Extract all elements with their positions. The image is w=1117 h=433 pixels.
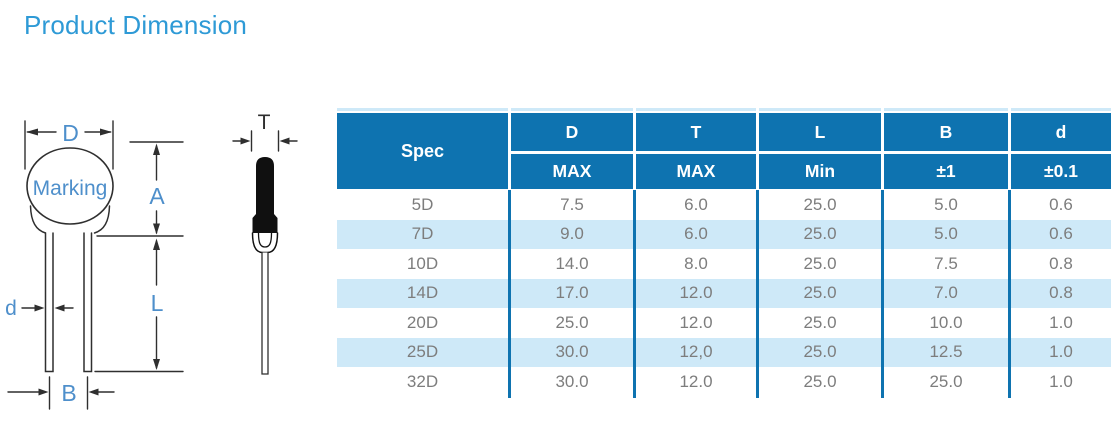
- lead-left: [44, 232, 54, 373]
- arrowhead-right-icon: [240, 137, 251, 145]
- arrowhead-right-icon: [34, 304, 45, 312]
- spec-cell: 10D: [406, 253, 439, 273]
- marking-label: Marking: [33, 177, 108, 200]
- b-dimension-label: B: [61, 380, 76, 406]
- spec-cell: 32D: [406, 371, 439, 391]
- table-row: 5D 7.5 6.0 25.0 5.0 0.6: [337, 190, 1111, 220]
- dimension-B: [7, 376, 115, 410]
- t-dimension-label: T: [258, 111, 271, 134]
- spec-cell: 7D: [411, 224, 434, 244]
- table-row: 10D 14.0 8.0 25.0 7.5 0.8: [337, 249, 1111, 279]
- column-divider: [756, 190, 759, 398]
- arrowhead-right-icon: [100, 128, 112, 136]
- header-sub-L: Min: [759, 154, 881, 189]
- spec-cell: 14D: [406, 283, 439, 303]
- spec-table: Spec D T L B d MAX MAX Min ±1 ±0.1 5D 7.…: [337, 108, 1111, 398]
- arrowhead-up-icon: [153, 143, 160, 155]
- arrowhead-left-icon: [26, 128, 38, 136]
- header-col-D: D: [511, 113, 633, 151]
- header-col-L: L: [759, 113, 881, 151]
- header-spec: Spec: [337, 113, 508, 189]
- lead-bend-inner: [257, 232, 273, 248]
- arrowhead-down-icon: [153, 359, 160, 370]
- header-col-d: d: [1011, 113, 1111, 151]
- lead-side: [261, 251, 269, 375]
- table-header: Spec D T L B d MAX MAX Min ±1 ±0.1: [337, 113, 1111, 189]
- front-view-diagram: Marking D A L d: [5, 120, 184, 410]
- component-side-body: [252, 157, 278, 233]
- column-divider: [508, 190, 511, 398]
- page-title: Product Dimension: [24, 10, 248, 40]
- header-sub-d: ±0.1: [1011, 154, 1111, 189]
- arrowhead-up-icon: [153, 238, 160, 250]
- table-row: 7D 9.0 6.0 25.0 5.0 0.6: [337, 219, 1111, 249]
- lead-d-dimension-label: d: [5, 297, 17, 320]
- table-row: 20D 25.0 12.0 25.0 10.0 1.0: [337, 308, 1111, 338]
- header-sub-T: MAX: [636, 154, 756, 189]
- header-col-B: B: [884, 113, 1008, 151]
- disc-body-outline: [26, 147, 114, 225]
- l-dimension-label: L: [151, 290, 164, 316]
- table-top-strip: [337, 108, 1111, 111]
- a-dimension-label: A: [149, 183, 165, 209]
- table-row: 32D 30.0 12.0 25.0 25.0 1.0: [337, 367, 1111, 397]
- lead-bend-outer: [251, 232, 279, 254]
- header-col-T: T: [636, 113, 756, 151]
- column-divider: [633, 190, 636, 398]
- lead-right: [83, 232, 93, 373]
- column-divider: [1008, 190, 1011, 398]
- table-row: 25D 30.0 12,0 25.0 12.5 1.0: [337, 337, 1111, 367]
- spec-cell: 25D: [406, 342, 439, 362]
- arrowhead-down-icon: [153, 223, 160, 235]
- arrowhead-right-icon: [38, 388, 49, 396]
- table-body: 5D 7.5 6.0 25.0 5.0 0.6 7D 9.0 6.0 25.0 …: [337, 190, 1111, 398]
- spec-cell: 5D: [411, 194, 434, 214]
- arrowhead-left-icon: [279, 137, 290, 145]
- side-view-diagram: T: [232, 111, 298, 375]
- dimension-L: [94, 240, 184, 373]
- header-sub-B: ±1: [884, 154, 1008, 189]
- table-row: 14D 17.0 12.0 25.0 7.0 0.8: [337, 278, 1111, 308]
- arrowhead-left-icon: [54, 304, 65, 312]
- product-dimension-diagram: Marking D A L d: [5, 111, 298, 410]
- header-sub-D: MAX: [511, 154, 633, 189]
- d-dimension-label: D: [62, 120, 79, 146]
- spec-cell: 20D: [406, 312, 439, 332]
- column-divider: [881, 190, 884, 398]
- arrowhead-left-icon: [88, 388, 99, 396]
